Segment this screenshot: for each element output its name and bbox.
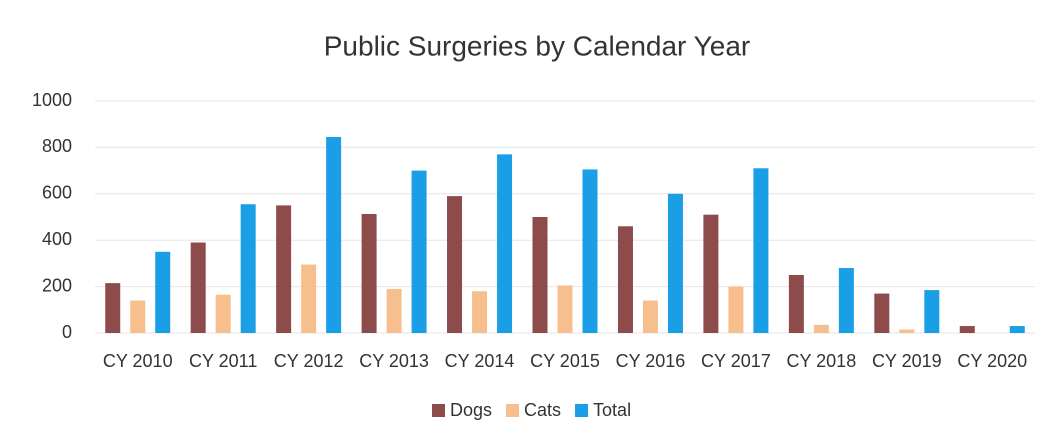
legend-label: Dogs: [450, 400, 492, 420]
bar: [874, 293, 890, 333]
bar: [899, 329, 915, 333]
x-tick-label: CY 2013: [359, 351, 429, 371]
bar: [924, 290, 940, 333]
bar: [130, 300, 146, 333]
bar: [667, 193, 683, 333]
bar: [301, 264, 317, 333]
x-tick-label: CY 2014: [445, 351, 515, 371]
x-tick-label: CY 2017: [701, 351, 771, 371]
bar: [959, 326, 975, 333]
legend-swatch: [575, 404, 589, 417]
legend-swatch: [506, 404, 520, 417]
bar: [728, 286, 744, 333]
bar: [240, 204, 256, 333]
bar: [617, 226, 633, 333]
legend-label: Total: [593, 400, 631, 420]
y-tick-label: 1000: [32, 90, 72, 110]
bar: [386, 288, 402, 333]
y-tick-label: 0: [62, 322, 72, 342]
bar: [582, 169, 598, 333]
bar: [557, 285, 573, 333]
bar: [472, 291, 488, 333]
y-tick-label: 800: [42, 136, 72, 156]
bar: [497, 154, 513, 333]
x-tick-label: CY 2019: [872, 351, 942, 371]
x-tick-label: CY 2012: [274, 351, 344, 371]
bar: [215, 294, 231, 333]
bar: [447, 196, 463, 333]
bar: [753, 168, 769, 333]
y-tick-label: 600: [42, 183, 72, 203]
chart-title: Public Surgeries by Calendar Year: [324, 30, 750, 61]
x-tick-label: CY 2010: [103, 351, 173, 371]
bar: [105, 283, 121, 333]
bar: [813, 324, 829, 333]
bar: [1009, 326, 1025, 333]
bar: [411, 170, 427, 333]
bar: [838, 268, 854, 333]
y-tick-label: 200: [42, 275, 72, 295]
bar: [190, 242, 206, 333]
bar: [532, 217, 548, 333]
bar: [326, 136, 342, 333]
x-tick-label: CY 2018: [786, 351, 856, 371]
bar: [788, 275, 804, 333]
x-tick-label: CY 2016: [616, 351, 686, 371]
bar: [361, 213, 377, 333]
x-tick-label: CY 2020: [957, 351, 1027, 371]
bar: [703, 214, 719, 333]
legend-label: Cats: [524, 400, 561, 420]
y-tick-label: 400: [42, 229, 72, 249]
x-tick-label: CY 2011: [189, 351, 257, 371]
x-tick-label: CY 2015: [530, 351, 600, 371]
bar: [276, 205, 292, 333]
bar: [642, 300, 658, 333]
bar: [155, 251, 171, 333]
legend-swatch: [432, 404, 445, 417]
